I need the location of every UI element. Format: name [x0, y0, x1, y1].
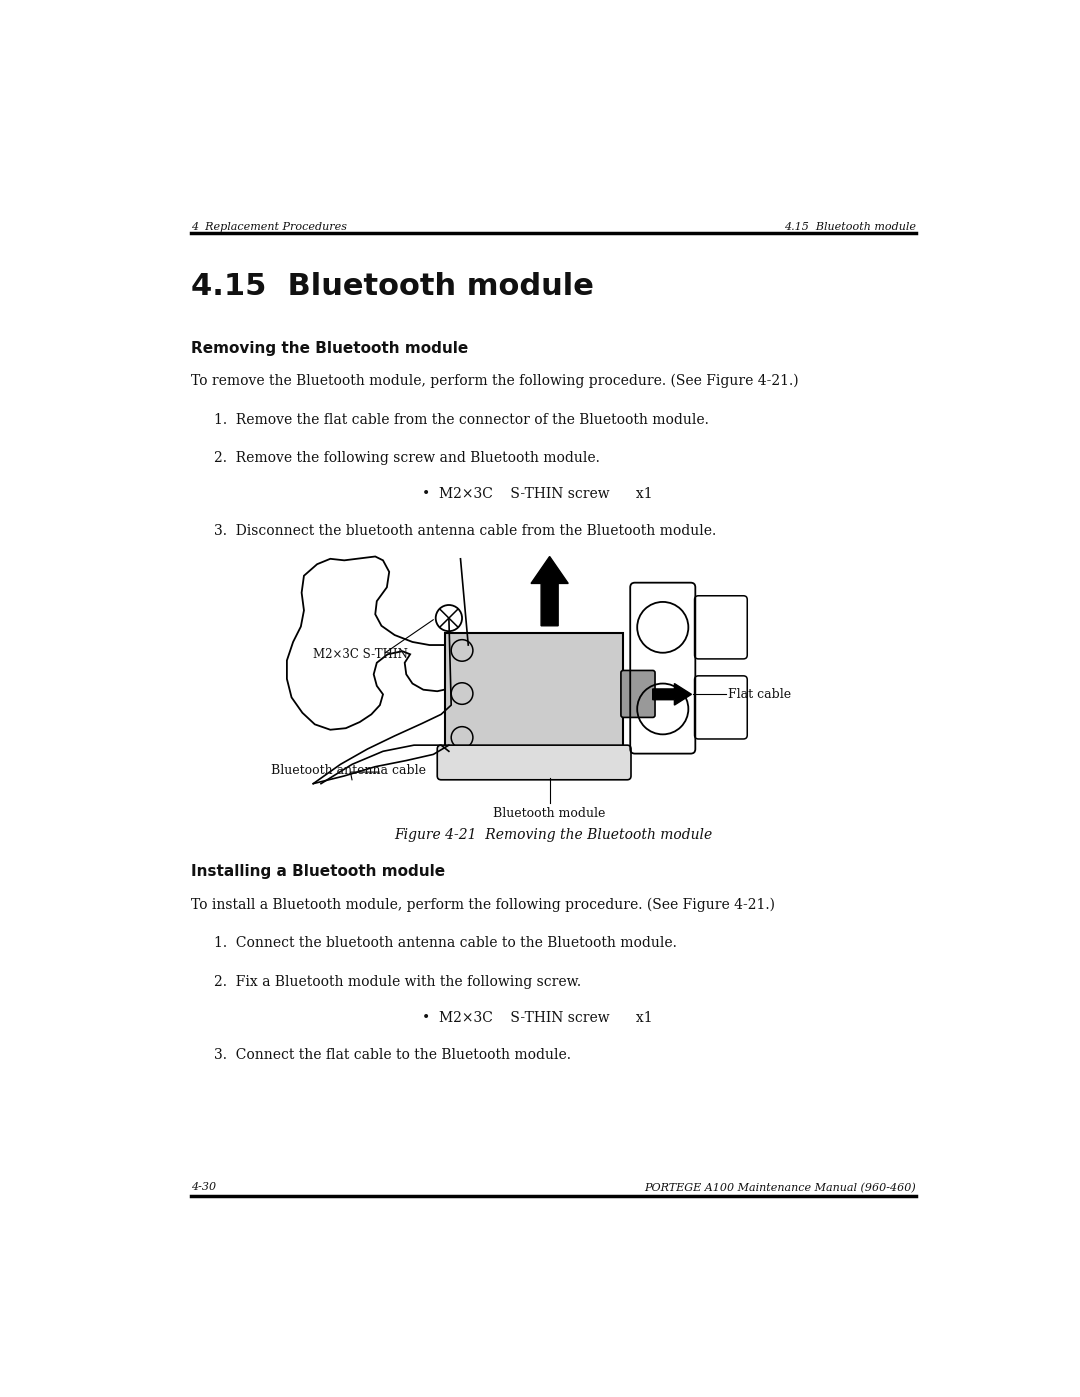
Text: 2.  Fix a Bluetooth module with the following screw.: 2. Fix a Bluetooth module with the follo… [214, 975, 581, 989]
Text: 4.15  Bluetooth module: 4.15 Bluetooth module [784, 222, 916, 232]
Text: Removing the Bluetooth module: Removing the Bluetooth module [191, 341, 468, 356]
Text: 1.  Connect the bluetooth antenna cable to the Bluetooth module.: 1. Connect the bluetooth antenna cable t… [214, 936, 677, 950]
FancyBboxPatch shape [621, 671, 656, 718]
Text: 2.  Remove the following screw and Bluetooth module.: 2. Remove the following screw and Blueto… [214, 451, 599, 465]
Text: •  M2×3C    S-THIN screw      x1: • M2×3C S-THIN screw x1 [422, 1011, 652, 1025]
Bar [445, 633, 623, 753]
Text: 4  Replacement Procedures: 4 Replacement Procedures [191, 222, 347, 232]
Text: 4.15  Bluetooth module: 4.15 Bluetooth module [191, 271, 594, 300]
Text: Bluetooth antenna cable: Bluetooth antenna cable [271, 764, 426, 777]
Text: 1.  Remove the flat cable from the connector of the Bluetooth module.: 1. Remove the flat cable from the connec… [214, 412, 708, 426]
FancyArrow shape [652, 683, 691, 705]
Text: M2×3C S-THIN: M2×3C S-THIN [313, 648, 408, 661]
Text: Bluetooth module: Bluetooth module [494, 806, 606, 820]
Text: To remove the Bluetooth module, perform the following procedure. (See Figure 4-2: To remove the Bluetooth module, perform … [191, 374, 798, 388]
FancyBboxPatch shape [437, 745, 631, 780]
Text: 3.  Connect the flat cable to the Bluetooth module.: 3. Connect the flat cable to the Bluetoo… [214, 1048, 571, 1062]
FancyArrow shape [531, 556, 568, 626]
Text: PORTEGE A100 Maintenance Manual (960-460): PORTEGE A100 Maintenance Manual (960-460… [645, 1182, 916, 1193]
Text: To install a Bluetooth module, perform the following procedure. (See Figure 4-21: To install a Bluetooth module, perform t… [191, 898, 774, 912]
Text: Figure 4-21  Removing the Bluetooth module: Figure 4-21 Removing the Bluetooth modul… [394, 828, 713, 842]
Circle shape [435, 605, 462, 631]
Text: 4-30: 4-30 [191, 1182, 216, 1193]
Text: Installing a Bluetooth module: Installing a Bluetooth module [191, 865, 445, 880]
Text: •  M2×3C    S-THIN screw      x1: • M2×3C S-THIN screw x1 [422, 488, 652, 502]
Text: 3.  Disconnect the bluetooth antenna cable from the Bluetooth module.: 3. Disconnect the bluetooth antenna cabl… [214, 524, 716, 538]
Text: Flat cable: Flat cable [728, 687, 791, 701]
